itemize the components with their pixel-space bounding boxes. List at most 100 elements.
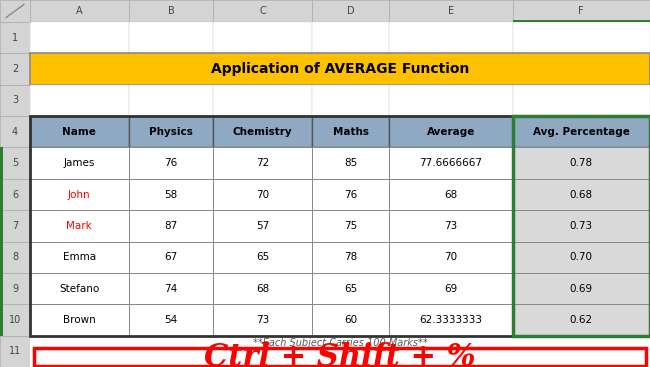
Bar <box>0 273 30 304</box>
Text: 74: 74 <box>164 284 177 294</box>
Text: 8: 8 <box>12 252 18 262</box>
Bar <box>129 116 213 148</box>
Text: 73: 73 <box>256 315 269 325</box>
Text: 0.78: 0.78 <box>570 158 593 168</box>
Bar <box>312 273 389 304</box>
Bar <box>30 0 129 22</box>
Bar <box>389 241 513 273</box>
Text: 58: 58 <box>164 189 177 200</box>
Text: Brown: Brown <box>63 315 96 325</box>
Text: 78: 78 <box>344 252 358 262</box>
Bar <box>0 22 30 53</box>
Text: 0.69: 0.69 <box>570 284 593 294</box>
Text: John: John <box>68 189 90 200</box>
Bar <box>129 22 213 53</box>
Bar <box>30 116 129 148</box>
Bar <box>312 22 389 53</box>
Bar <box>513 0 650 22</box>
Text: 68: 68 <box>445 189 458 200</box>
Text: Stefano: Stefano <box>59 284 99 294</box>
Bar <box>389 22 513 53</box>
Bar <box>513 116 650 336</box>
Text: 3: 3 <box>12 95 18 105</box>
Text: 54: 54 <box>164 315 177 325</box>
Text: 76: 76 <box>164 158 177 168</box>
Text: 72: 72 <box>256 158 269 168</box>
Text: A: A <box>76 6 83 16</box>
Bar <box>129 179 213 210</box>
Bar <box>30 210 129 241</box>
Text: F: F <box>578 6 584 16</box>
Bar <box>513 19 650 22</box>
Text: 5: 5 <box>12 158 18 168</box>
Text: 0.70: 0.70 <box>570 252 593 262</box>
Bar <box>213 0 312 22</box>
Text: Application of AVERAGE Function: Application of AVERAGE Function <box>211 62 469 76</box>
Bar <box>513 241 650 273</box>
Bar <box>213 148 312 179</box>
Bar <box>513 304 650 336</box>
Bar <box>30 85 129 116</box>
Bar <box>129 210 213 241</box>
Bar <box>513 85 650 116</box>
Bar <box>389 0 513 22</box>
Bar <box>312 0 389 22</box>
Bar <box>513 22 650 53</box>
Bar <box>0 210 30 241</box>
Bar <box>30 116 650 336</box>
Bar <box>30 22 129 53</box>
Bar <box>30 179 129 210</box>
Bar <box>389 273 513 304</box>
Text: 11: 11 <box>9 346 21 356</box>
Text: 68: 68 <box>256 284 269 294</box>
Bar <box>0 148 30 179</box>
Bar <box>513 148 650 179</box>
Bar <box>213 22 312 53</box>
Text: 0.68: 0.68 <box>570 189 593 200</box>
Bar <box>513 116 650 148</box>
Text: 65: 65 <box>256 252 269 262</box>
Text: Chemistry: Chemistry <box>233 127 292 137</box>
Text: B: B <box>168 6 174 16</box>
Text: 87: 87 <box>164 221 177 231</box>
Text: 7: 7 <box>12 221 18 231</box>
Text: 65: 65 <box>344 284 358 294</box>
Bar <box>0 85 30 116</box>
Text: Name: Name <box>62 127 96 137</box>
Text: 4: 4 <box>12 127 18 137</box>
Bar <box>213 116 312 148</box>
Bar <box>0 241 30 273</box>
Text: 76: 76 <box>344 189 358 200</box>
Text: 0.62: 0.62 <box>570 315 593 325</box>
Text: 70: 70 <box>256 189 269 200</box>
Bar <box>312 304 389 336</box>
Text: 57: 57 <box>256 221 269 231</box>
Bar <box>30 148 129 179</box>
Bar <box>513 210 650 241</box>
Bar <box>30 273 129 304</box>
Text: James: James <box>64 158 95 168</box>
Text: **Each Subject Carries 100 Marks**: **Each Subject Carries 100 Marks** <box>253 338 428 348</box>
Text: 75: 75 <box>344 221 358 231</box>
Bar <box>0 0 30 22</box>
Text: Average: Average <box>427 127 475 137</box>
Bar <box>513 179 650 210</box>
Text: 67: 67 <box>164 252 177 262</box>
Bar <box>129 85 213 116</box>
Text: 77.6666667: 77.6666667 <box>419 158 482 168</box>
Bar <box>389 116 513 148</box>
Text: 2: 2 <box>12 64 18 74</box>
Bar <box>30 53 650 85</box>
Text: 60: 60 <box>344 315 357 325</box>
Bar <box>0 116 30 148</box>
Text: Physics: Physics <box>149 127 193 137</box>
Text: C: C <box>259 6 266 16</box>
Text: Ctrl + Shift + %: Ctrl + Shift + % <box>204 341 476 367</box>
Text: E: E <box>448 6 454 16</box>
Bar <box>389 304 513 336</box>
Bar <box>34 348 646 366</box>
Bar <box>213 179 312 210</box>
Bar <box>129 304 213 336</box>
Bar <box>30 304 129 336</box>
Bar <box>213 85 312 116</box>
